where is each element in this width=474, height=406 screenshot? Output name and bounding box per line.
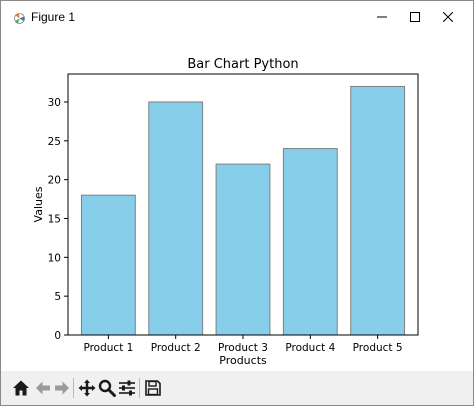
pan-button[interactable] <box>77 377 97 399</box>
minimize-button[interactable] <box>365 1 399 33</box>
close-icon <box>443 12 453 22</box>
move-icon <box>78 379 96 397</box>
bar-1 <box>80 194 136 336</box>
configure-subplots-button[interactable] <box>117 377 137 399</box>
bar-4 <box>282 148 338 336</box>
navigation-toolbar <box>1 371 473 405</box>
toolbar-separator <box>139 378 140 398</box>
zoom-button[interactable] <box>97 377 117 399</box>
matplotlib-logo-icon <box>14 13 25 24</box>
x-tick-label: Product 4 <box>285 342 335 354</box>
sliders-icon <box>119 380 135 396</box>
plot-frame <box>67 73 419 336</box>
y-axis-label: Values <box>32 186 45 222</box>
maximize-icon <box>410 12 420 22</box>
back-button[interactable] <box>33 377 53 399</box>
x-tick-label: Product 5 <box>353 342 403 354</box>
x-tick-label: Product 2 <box>151 342 201 354</box>
x-tick-label: Product 1 <box>83 342 133 354</box>
chart-title: Bar Chart Python <box>187 57 298 72</box>
save-button[interactable] <box>143 377 163 399</box>
y-tick-label: 15 <box>48 213 61 225</box>
bar-3 <box>215 163 271 336</box>
y-tick-label: 30 <box>48 97 61 109</box>
x-axis-label: Products <box>219 354 267 367</box>
forward-button[interactable] <box>52 377 72 399</box>
x-tick-label: Product 3 <box>218 342 268 354</box>
y-axis: 0 5 10 15 20 25 30 <box>48 97 68 342</box>
bar-2 <box>148 101 204 336</box>
save-icon <box>145 380 161 396</box>
bar-5 <box>350 85 406 336</box>
forward-arrow-icon <box>55 381 69 395</box>
close-button[interactable] <box>431 1 465 33</box>
window-title: Figure 1 <box>31 10 76 24</box>
x-axis: Product 1 Product 2 Product 3 Product 4 Prod… <box>83 335 403 354</box>
y-tick-label: 10 <box>48 252 61 264</box>
home-button[interactable] <box>11 377 31 399</box>
home-icon <box>13 380 29 396</box>
maximize-button[interactable] <box>398 1 432 33</box>
title-bar[interactable]: Figure 1 <box>1 1 473 33</box>
zoom-icon <box>98 379 116 397</box>
y-tick-label: 25 <box>48 136 61 148</box>
bars-group <box>80 85 406 336</box>
y-tick-label: 0 <box>54 330 61 342</box>
back-arrow-icon <box>36 381 50 395</box>
minimize-icon <box>377 16 387 18</box>
toolbar-separator <box>73 378 74 398</box>
y-tick-label: 20 <box>48 175 61 187</box>
y-tick-label: 5 <box>54 291 61 303</box>
